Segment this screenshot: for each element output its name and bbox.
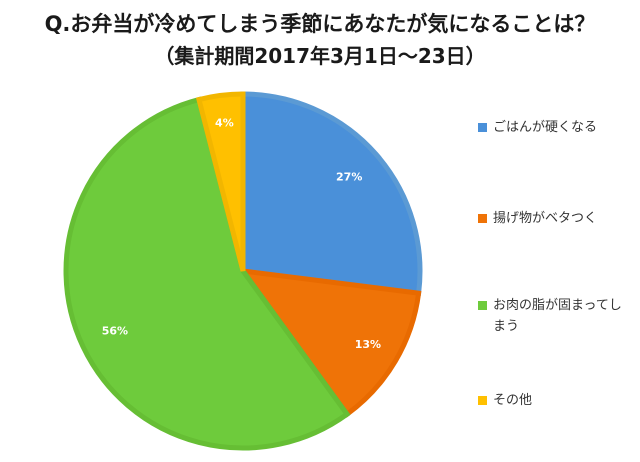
pie-slice-2 (237, 267, 422, 418)
legend-swatch-2 (478, 214, 487, 223)
legend-swatch-1 (478, 123, 487, 132)
pie-slice-3 (63, 96, 351, 451)
slice-label-2: 13% (355, 338, 381, 351)
chart-subtitle: （集計期間2017年3月1日〜23日） (154, 44, 486, 68)
pie-slice-4 (195, 91, 246, 272)
legend-swatch-3 (478, 301, 487, 310)
legend-swatch-4 (478, 396, 487, 405)
pie-slice-1 (240, 91, 423, 296)
legend-label-3: お肉の脂が固まってしまう (493, 298, 622, 334)
slice-label-3: 56% (102, 324, 128, 337)
legend-label-4: その他 (493, 393, 533, 408)
chart-title: Q.お弁当が冷めてしまう季節にあなたが気になることは？ (44, 12, 596, 36)
legend-item-3: お肉の脂が固まってしまう (478, 295, 638, 337)
legend-label-2: 揚げ物がベタつく (493, 211, 598, 226)
legend-item-4: その他 (478, 390, 638, 411)
slice-label-1: 27% (336, 170, 362, 183)
legend-item-2: 揚げ物がベタつく (478, 208, 638, 229)
legend-label-1: ごはんが硬くなる (493, 120, 598, 135)
legend-item-1: ごはんが硬くなる (478, 117, 638, 138)
slice-label-4: 4% (215, 117, 234, 130)
